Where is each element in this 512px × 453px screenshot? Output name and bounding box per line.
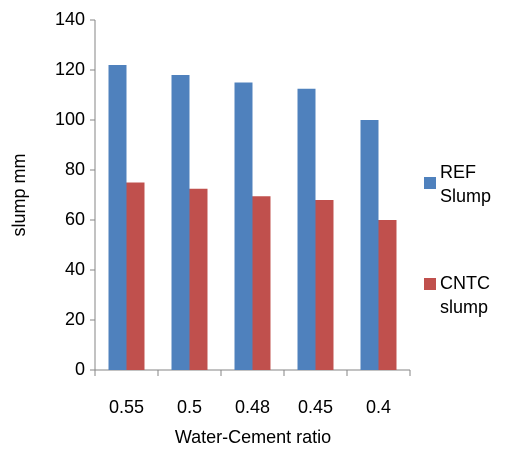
legend-label: REF Slump — [440, 162, 492, 206]
y-tick-label: 120 — [55, 59, 85, 79]
y-tick-label: 80 — [65, 159, 85, 179]
x-tick-label: 0.4 — [366, 397, 391, 417]
bar — [315, 200, 334, 370]
legend-swatch — [424, 177, 436, 189]
bar — [171, 75, 190, 370]
y-tick-label: 0 — [75, 359, 85, 379]
y-tick-label: 140 — [55, 9, 85, 29]
y-tick-label: 40 — [65, 259, 85, 279]
bar — [108, 65, 127, 370]
bar — [378, 220, 397, 370]
y-tick-label: 100 — [55, 109, 85, 129]
bar — [360, 120, 379, 370]
y-tick-label: 60 — [65, 209, 85, 229]
bar — [126, 182, 145, 370]
bar — [189, 188, 208, 370]
legend-swatch — [424, 278, 436, 290]
x-axis-title: Water-Cement ratio — [175, 427, 331, 447]
x-tick-label: 0.55 — [109, 397, 144, 417]
bar — [297, 88, 316, 370]
legend-label: CNTC slump — [440, 273, 490, 317]
bar — [252, 196, 271, 370]
x-tick-label: 0.45 — [298, 397, 333, 417]
bar — [234, 82, 253, 370]
y-axis-title: slump mm — [9, 153, 29, 236]
x-tick-label: 0.5 — [177, 397, 202, 417]
x-tick-label: 0.48 — [235, 397, 270, 417]
y-tick-label: 20 — [65, 309, 85, 329]
